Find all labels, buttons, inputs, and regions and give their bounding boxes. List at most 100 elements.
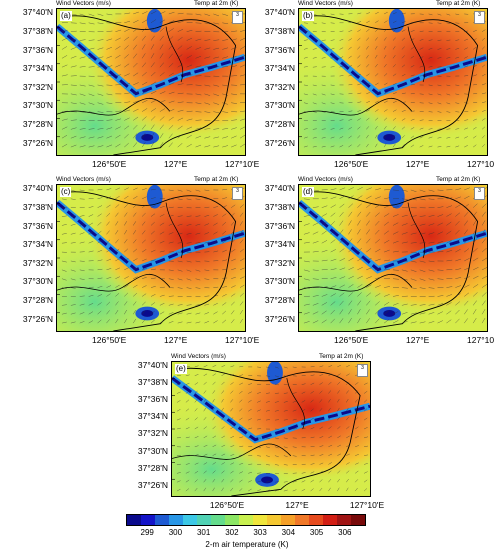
colorbar-swatch xyxy=(267,515,281,525)
longitude-label: 126°50'E xyxy=(92,159,127,169)
panel-header-left: Wind Vectors (m/s) xyxy=(298,0,353,7)
longitude-label: 126°50'E xyxy=(334,335,369,345)
colorbar-swatch xyxy=(169,515,183,525)
latitude-label: 37°32'N xyxy=(137,428,168,439)
longitude-label: 127°E xyxy=(406,159,430,169)
longitude-label: 127°10'E xyxy=(225,335,260,345)
panel-header-right: Temp at 2m (K) xyxy=(436,176,481,183)
colorbar-swatch xyxy=(323,515,337,525)
reference-vector: 3 xyxy=(357,364,368,377)
colorbar-swatch xyxy=(155,515,169,525)
latitude-label: 37°38'N xyxy=(22,26,53,37)
colorbar-swatch xyxy=(239,515,253,525)
colorbar-swatch xyxy=(211,515,225,525)
latitude-label: 37°40'N xyxy=(264,7,295,18)
longitude-label: 127°E xyxy=(164,335,188,345)
latitude-label: 37°28'N xyxy=(137,462,168,473)
panel-label: (d) xyxy=(302,187,314,197)
latitude-label: 37°32'N xyxy=(22,81,53,92)
colorbar-swatch xyxy=(127,515,141,525)
longitude-label: 126°50'E xyxy=(209,500,245,510)
reference-vector: 3 xyxy=(232,11,243,24)
latitude-label: 37°38'N xyxy=(22,202,53,213)
longitude-label: 126°50'E xyxy=(334,159,369,169)
colorbar-title: 2-m air temperature (K) xyxy=(205,540,289,549)
latitude-label: 37°28'N xyxy=(22,295,53,306)
panel-header-right: Temp at 2m (K) xyxy=(194,0,239,7)
latitude-label: 37°26'N xyxy=(264,313,295,324)
colorbar-tick-label: 299 xyxy=(140,528,154,537)
latitude-label: 37°30'N xyxy=(264,100,295,111)
panel-header-right: Temp at 2m (K) xyxy=(319,353,364,360)
latitude-label: 37°30'N xyxy=(22,100,53,111)
latitude-label: 37°30'N xyxy=(22,276,53,287)
latitude-label: 37°28'N xyxy=(264,295,295,306)
colorbar-swatch xyxy=(309,515,323,525)
latitude-label: 37°28'N xyxy=(264,119,295,130)
colorbar-tick-label: 306 xyxy=(338,528,352,537)
latitude-label: 37°26'N xyxy=(22,137,53,148)
colorbar-swatch xyxy=(351,515,365,525)
latitude-label: 37°26'N xyxy=(264,137,295,148)
colorbar-swatch xyxy=(183,515,197,525)
longitude-label: 127°E xyxy=(406,335,430,345)
panel-label: (b) xyxy=(302,11,314,21)
panel-label: (c) xyxy=(60,187,72,197)
colorbar-swatch xyxy=(281,515,295,525)
latitude-label: 37°38'N xyxy=(137,377,168,388)
latitude-label: 37°34'N xyxy=(22,239,53,250)
latitude-label: 37°26'N xyxy=(137,479,168,490)
colorbar-swatch xyxy=(141,515,155,525)
latitude-label: 37°34'N xyxy=(264,63,295,74)
longitude-label: 126°50'E xyxy=(92,335,127,345)
latitude-label: 37°36'N xyxy=(264,220,295,231)
colorbar-tick-label: 300 xyxy=(168,528,183,537)
map-panel: (e) 3 xyxy=(171,361,371,497)
latitude-label: 37°26'N xyxy=(22,313,53,324)
panel-header-left: Wind Vectors (m/s) xyxy=(298,176,353,183)
longitude-label: 127°10'E xyxy=(349,500,385,510)
panel-header-left: Wind Vectors (m/s) xyxy=(56,0,111,7)
latitude-label: 37°36'N xyxy=(22,220,53,231)
colorbar-swatch xyxy=(295,515,309,525)
panel-header-right: Temp at 2m (K) xyxy=(436,0,481,7)
latitude-label: 37°34'N xyxy=(137,411,168,422)
map-panel: (b) 3 xyxy=(298,8,488,156)
longitude-label: 127°10'E xyxy=(225,159,260,169)
colorbar-tick-label: 302 xyxy=(225,528,239,537)
map-panel: (d) 3 xyxy=(298,184,488,332)
latitude-label: 37°32'N xyxy=(264,257,295,268)
longitude-label: 127°E xyxy=(285,500,309,510)
map-panel: (a) 3 xyxy=(56,8,246,156)
latitude-label: 37°32'N xyxy=(264,81,295,92)
colorbar-swatch xyxy=(337,515,351,525)
longitude-label: 127°E xyxy=(164,159,188,169)
panel-header-right: Temp at 2m (K) xyxy=(194,176,239,183)
colorbar-tick-label: 304 xyxy=(281,528,296,537)
colorbar-swatch xyxy=(225,515,239,525)
panel-label: (a) xyxy=(60,11,72,21)
panel-label: (e) xyxy=(175,364,187,374)
temperature-colorbar xyxy=(126,514,366,526)
latitude-label: 37°38'N xyxy=(264,202,295,213)
longitude-label: 127°10'E xyxy=(467,159,494,169)
latitude-label: 37°36'N xyxy=(264,44,295,55)
reference-vector: 3 xyxy=(474,11,485,24)
latitude-label: 37°30'N xyxy=(137,445,168,456)
latitude-label: 37°36'N xyxy=(22,44,53,55)
map-panel: (c) 3 xyxy=(56,184,246,332)
latitude-label: 37°30'N xyxy=(264,276,295,287)
latitude-label: 37°40'N xyxy=(22,183,53,194)
latitude-label: 37°40'N xyxy=(264,183,295,194)
panel-header-left: Wind Vectors (m/s) xyxy=(56,176,111,183)
colorbar-tick-label: 301 xyxy=(196,528,211,537)
colorbar-tick-label: 305 xyxy=(309,528,324,537)
colorbar-swatch xyxy=(253,515,267,525)
reference-vector: 3 xyxy=(232,187,243,200)
latitude-label: 37°40'N xyxy=(22,7,53,18)
latitude-label: 37°36'N xyxy=(137,394,168,405)
panel-header-left: Wind Vectors (m/s) xyxy=(171,353,226,360)
longitude-label: 127°10'E xyxy=(467,335,494,345)
reference-vector: 3 xyxy=(474,187,485,200)
latitude-label: 37°38'N xyxy=(264,26,295,37)
